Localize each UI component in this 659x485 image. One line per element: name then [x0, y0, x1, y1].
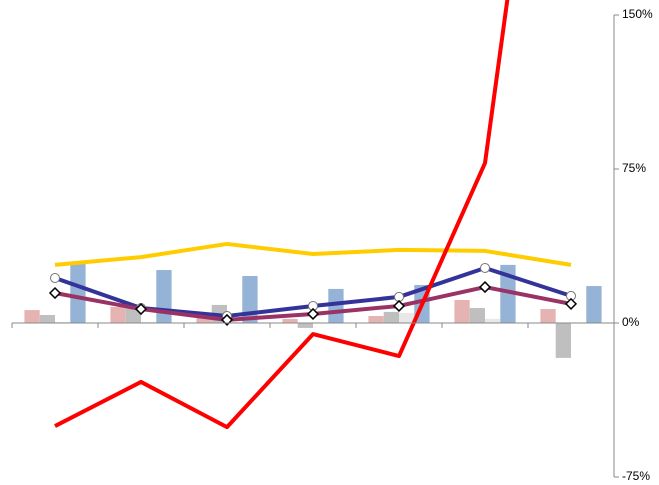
bar — [328, 288, 344, 323]
bar — [141, 321, 157, 323]
marker — [50, 273, 60, 284]
plot-area — [24, 0, 602, 430]
bar — [196, 318, 212, 323]
bar — [110, 306, 126, 323]
bar — [383, 311, 399, 323]
marker — [564, 297, 578, 310]
bar — [469, 308, 485, 323]
bar — [55, 321, 71, 323]
bar — [586, 286, 602, 323]
y-tick-label: 0% — [622, 315, 640, 329]
marker — [480, 262, 490, 273]
bar — [500, 264, 516, 323]
marker — [220, 313, 234, 326]
bar — [282, 318, 298, 323]
marker — [48, 286, 62, 300]
marker — [392, 299, 406, 313]
bar — [297, 323, 313, 328]
marker — [306, 307, 320, 321]
bar — [39, 314, 55, 323]
bar — [24, 310, 40, 323]
bar — [555, 323, 571, 358]
bar — [156, 270, 172, 323]
marker — [478, 281, 492, 294]
line — [54, 241, 572, 267]
bar — [70, 262, 86, 323]
marker — [134, 302, 148, 316]
line — [54, 0, 510, 430]
bar — [368, 316, 384, 323]
bar — [227, 321, 243, 323]
bar — [399, 312, 415, 323]
bar — [454, 300, 470, 323]
y-tick-label: 75% — [622, 161, 646, 175]
y-tick-label: -75% — [622, 469, 650, 483]
bar — [485, 318, 501, 323]
y-tick-label: 150% — [622, 7, 653, 21]
bar — [540, 309, 556, 323]
